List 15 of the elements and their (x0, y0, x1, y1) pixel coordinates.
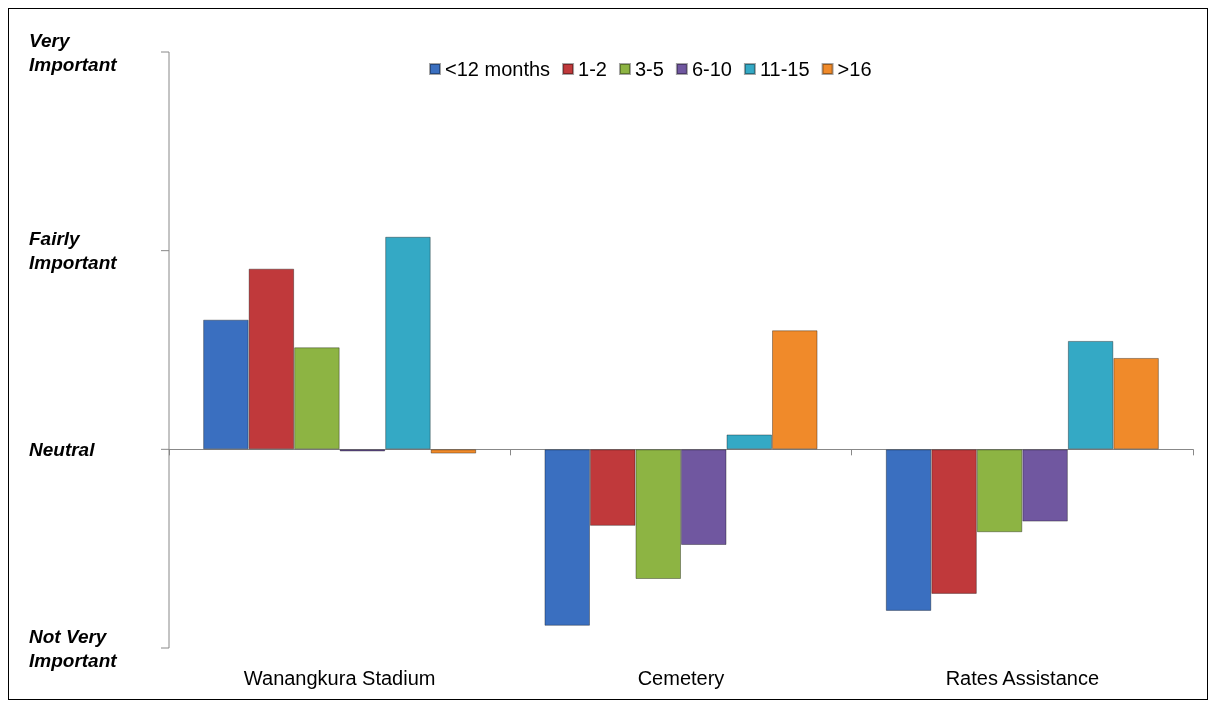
legend-label: 6-10 (691, 58, 732, 80)
x-tick-label: Rates Assistance (945, 667, 1100, 689)
bar (430, 449, 477, 454)
text: Fairly Important (29, 228, 118, 274)
legend-label: 11-15 (759, 58, 810, 80)
text: Very Important (29, 29, 118, 75)
x-tick-label: Cemetery (637, 667, 725, 689)
legend-label: >16 (837, 58, 872, 80)
legend-label: <12 months (445, 58, 551, 80)
legend-label: 1-2 (578, 58, 607, 80)
x-tick-label: Wanangkura Stadium (243, 667, 436, 689)
text: Neutral (29, 438, 96, 460)
bar (385, 236, 431, 450)
text: Not Very Important (29, 625, 118, 671)
legend-label: 3-5 (634, 58, 664, 80)
